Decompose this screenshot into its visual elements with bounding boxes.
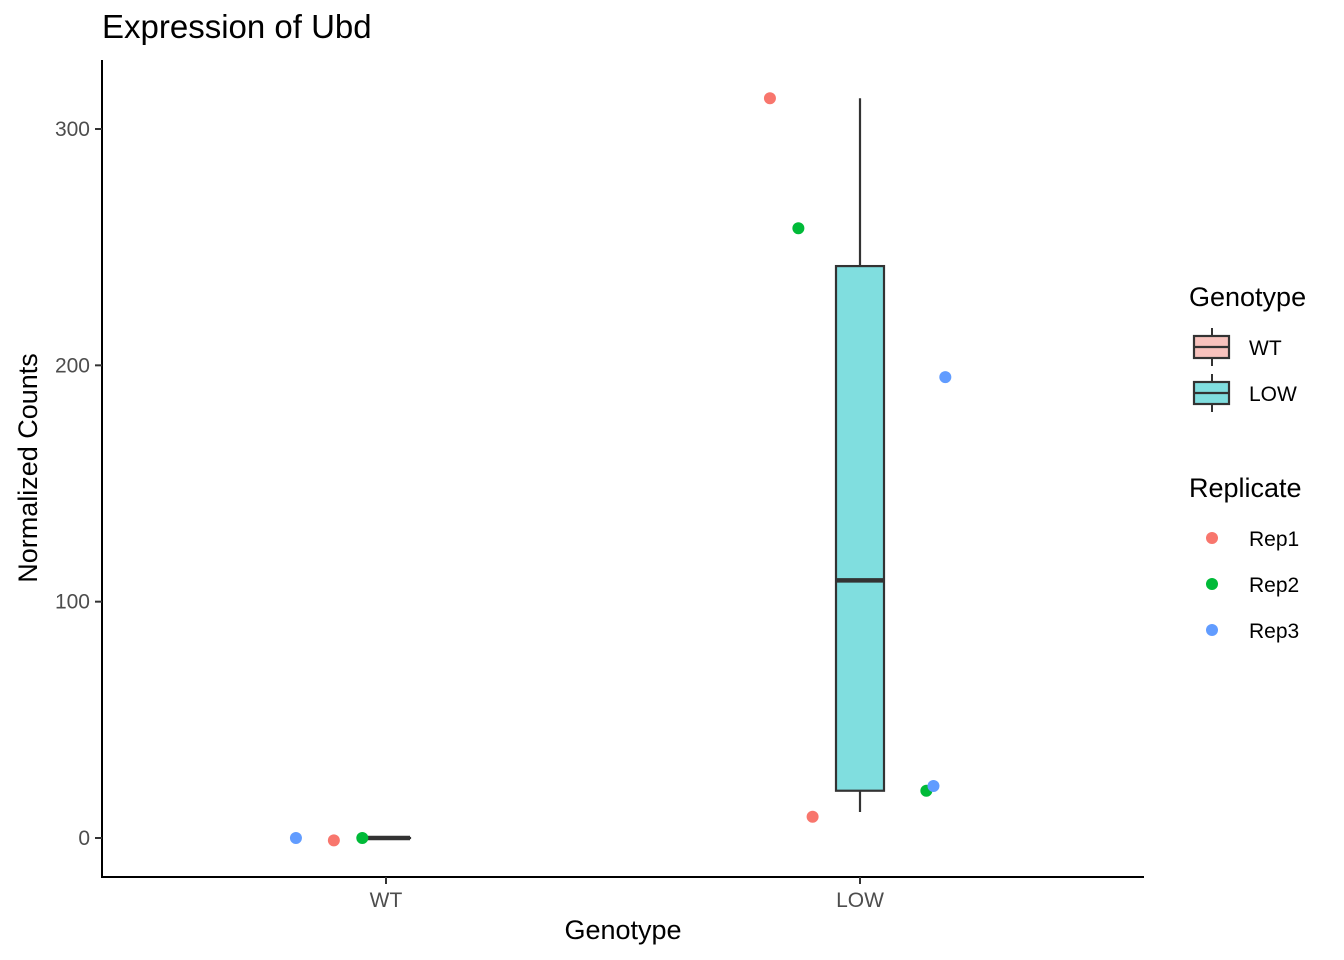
legend: Genotype WT LOW Replicate Rep1 Rep2 Rep3 bbox=[1189, 282, 1306, 643]
x-tick-label: WT bbox=[370, 889, 403, 912]
box-low bbox=[834, 98, 886, 813]
y-axis-title: Normalized Counts bbox=[13, 353, 43, 583]
x-tick-label: LOW bbox=[836, 889, 884, 912]
data-point-rep3 bbox=[289, 832, 302, 844]
y-tick-label: 0 bbox=[78, 827, 90, 850]
legend-label: WT bbox=[1249, 337, 1282, 360]
y-tick-label: 300 bbox=[55, 118, 90, 141]
legend-swatch-rep2 bbox=[1206, 578, 1218, 590]
legend-label: Rep3 bbox=[1249, 620, 1299, 643]
legend-key-wt bbox=[1192, 328, 1231, 366]
legend-title-replicate: Replicate bbox=[1189, 473, 1302, 503]
y-ticks: 0 100 200 300 bbox=[55, 118, 102, 850]
legend-swatch-rep3 bbox=[1206, 624, 1218, 636]
legend-swatch-rep1 bbox=[1206, 532, 1218, 544]
x-axis-title: Genotype bbox=[564, 915, 681, 945]
data-point-rep1 bbox=[763, 92, 776, 105]
box-body bbox=[834, 264, 886, 792]
legend-title-genotype: Genotype bbox=[1189, 282, 1306, 312]
y-tick-label: 100 bbox=[55, 591, 90, 614]
boxes-layer bbox=[360, 98, 886, 841]
data-point-rep1 bbox=[806, 810, 819, 823]
data-point-rep2 bbox=[356, 832, 369, 844]
data-point-rep2 bbox=[792, 222, 805, 235]
data-point-rep3 bbox=[939, 371, 952, 384]
y-tick-label: 200 bbox=[55, 354, 90, 377]
legend-key-low bbox=[1192, 374, 1231, 412]
legend-label: Rep1 bbox=[1249, 528, 1299, 551]
data-point-rep1 bbox=[327, 834, 340, 847]
x-ticks: WT LOW bbox=[370, 877, 884, 912]
points-layer bbox=[289, 92, 952, 847]
legend-label: LOW bbox=[1249, 383, 1297, 406]
legend-label: Rep2 bbox=[1249, 574, 1299, 597]
data-point-rep3 bbox=[927, 780, 940, 793]
chart-title: Expression of Ubd bbox=[102, 8, 372, 45]
